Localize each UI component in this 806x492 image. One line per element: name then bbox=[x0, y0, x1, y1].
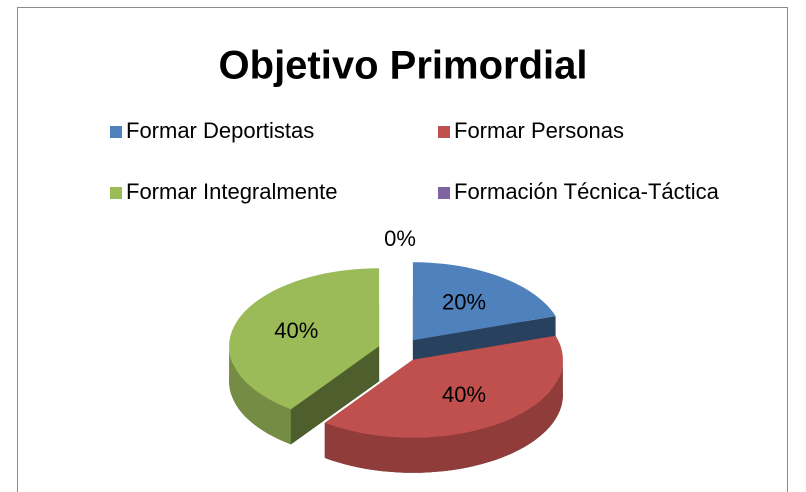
slice-side bbox=[324, 359, 563, 473]
slice bbox=[229, 268, 380, 445]
slice-top bbox=[229, 268, 380, 410]
legend-label: Formación Técnica-Táctica bbox=[454, 179, 720, 204]
slice-top bbox=[412, 262, 556, 341]
data-label: 0% bbox=[384, 226, 416, 251]
data-label: 40% bbox=[442, 382, 486, 407]
legend-swatch bbox=[438, 187, 450, 199]
data-label: 40% bbox=[274, 318, 318, 343]
slice-side bbox=[229, 346, 291, 445]
legend-swatch bbox=[110, 126, 122, 138]
slice-top bbox=[324, 335, 563, 438]
legend-label: Formar Personas bbox=[454, 118, 624, 143]
slice bbox=[324, 335, 563, 473]
data-label: 20% bbox=[442, 289, 486, 314]
legend-label: Formar Integralmente bbox=[126, 179, 338, 204]
slice-edge bbox=[290, 346, 380, 445]
legend-label: Formar Deportistas bbox=[126, 118, 314, 143]
legend-swatch bbox=[438, 126, 450, 138]
chart-title: Objetivo Primordial bbox=[219, 44, 588, 88]
legend-swatch bbox=[110, 187, 122, 199]
